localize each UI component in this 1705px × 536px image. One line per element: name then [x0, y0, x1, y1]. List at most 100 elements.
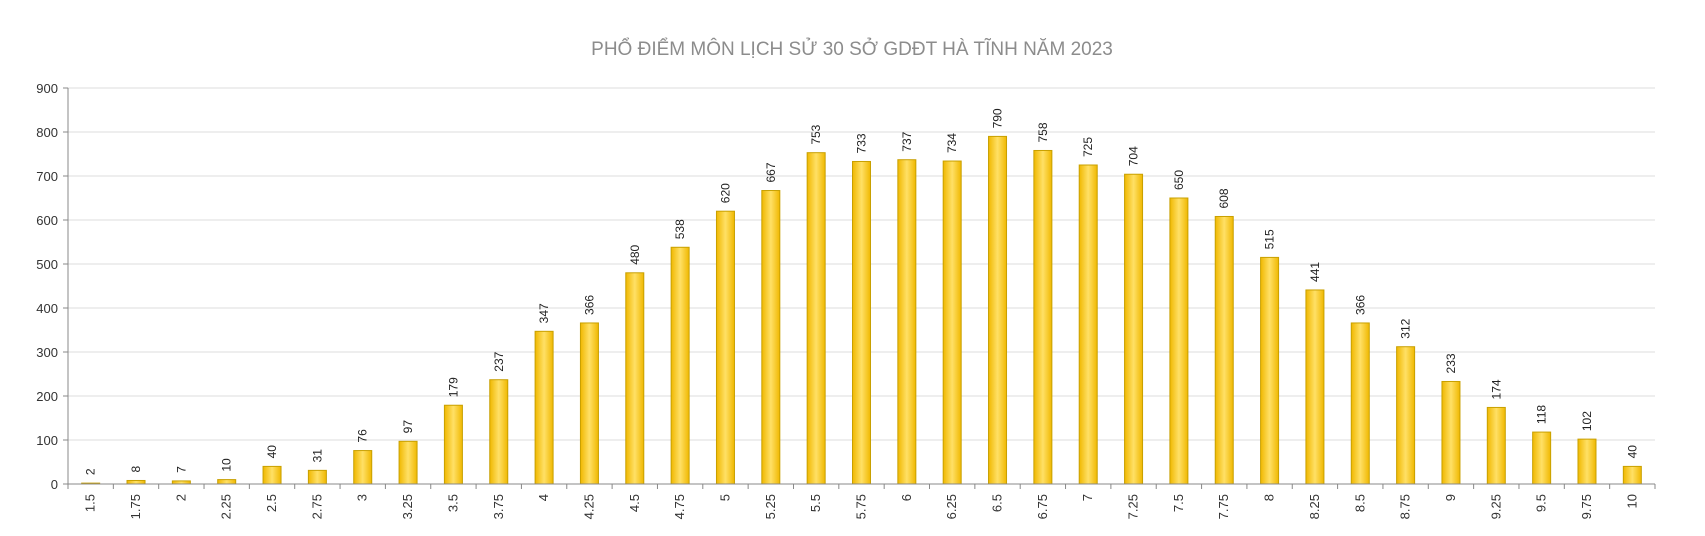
x-tick-label: 5.5 [808, 494, 823, 512]
bar [353, 450, 373, 485]
data-label: 40 [265, 445, 279, 459]
y-tick-label: 300 [36, 345, 58, 360]
data-label: 790 [991, 108, 1005, 128]
x-axis-ticks: 1.5 1.75 2 2.25 2.5 2.75 3 3.25 3.5 3.75 4 4.25 4.5 4… [67, 484, 1656, 519]
bar [217, 479, 237, 485]
data-label: 704 [1127, 146, 1141, 166]
data-label: 237 [492, 351, 506, 371]
data-label: 650 [1172, 170, 1186, 190]
data-label: 233 [1444, 353, 1458, 373]
data-label: 608 [1217, 188, 1231, 208]
data-label: 366 [1353, 295, 1367, 315]
bar [126, 479, 146, 485]
y-tick-label: 700 [36, 169, 58, 184]
y-axis-ticks: 0 100 200 300 400 500 600 700 800 900 [36, 81, 68, 492]
x-tick-label: 6.5 [990, 494, 1005, 512]
bar [670, 246, 690, 485]
x-tick-label: 3.25 [400, 494, 415, 519]
bar [715, 210, 735, 485]
x-tick-label: 4.5 [627, 494, 642, 512]
x-tick-label: 2 [173, 494, 188, 501]
y-tick-label: 500 [36, 257, 58, 272]
x-tick-label: 2.5 [264, 494, 279, 512]
bar [307, 469, 327, 485]
data-label: 667 [764, 162, 778, 182]
y-tick-label: 900 [36, 81, 58, 96]
x-tick-label: 7.75 [1216, 494, 1231, 519]
x-tick-label: 3.5 [445, 494, 460, 512]
data-label: 480 [628, 244, 642, 264]
data-label: 725 [1081, 137, 1095, 157]
bar [625, 272, 645, 485]
x-tick-label: 4.75 [672, 494, 687, 519]
bar [1078, 164, 1098, 485]
data-label: 40 [1625, 445, 1639, 459]
y-tick-label: 0 [51, 477, 58, 492]
x-tick-label: 5.25 [763, 494, 778, 519]
x-tick-label: 9.75 [1579, 494, 1594, 519]
data-label: 312 [1399, 318, 1413, 338]
bar [1033, 149, 1053, 485]
bar [1396, 346, 1416, 485]
data-label: 8 [129, 465, 143, 472]
bar [534, 330, 554, 485]
data-label: 102 [1580, 411, 1594, 431]
x-tick-label: 6.25 [944, 494, 959, 519]
data-label: 118 [1535, 405, 1549, 424]
x-tick-label: 1.5 [83, 494, 98, 512]
x-tick-label: 9.5 [1534, 494, 1549, 512]
x-tick-label: 5 [717, 494, 732, 501]
bar [262, 465, 282, 485]
data-label: 76 [356, 429, 370, 443]
data-label: 733 [855, 133, 869, 153]
data-label: 441 [1308, 262, 1322, 282]
bar [988, 135, 1008, 485]
bar [1260, 256, 1280, 485]
x-tick-label: 8.75 [1398, 494, 1413, 519]
bar [1622, 465, 1642, 485]
bar [489, 379, 509, 485]
x-tick-label: 4.25 [581, 494, 596, 519]
x-tick-label: 5.75 [854, 494, 869, 519]
data-label: 179 [446, 377, 460, 397]
y-tick-label: 400 [36, 301, 58, 316]
bar [1350, 322, 1370, 485]
data-label: 97 [401, 420, 415, 434]
x-tick-label: 6.75 [1035, 494, 1050, 519]
chart-title: PHỔ ĐIỂM MÔN LỊCH SỬ 30 SỞ GDĐT HÀ TĨNH … [591, 38, 1113, 60]
bar [1486, 406, 1506, 485]
x-tick-label: 9 [1443, 494, 1458, 501]
data-label: 758 [1036, 122, 1050, 142]
bar [1214, 215, 1234, 485]
y-tick-label: 100 [36, 433, 58, 448]
x-tick-label: 4 [536, 494, 551, 501]
bar [852, 160, 871, 485]
data-label: 31 [310, 449, 324, 463]
bar [806, 152, 826, 485]
data-label: 538 [673, 219, 687, 239]
x-tick-label: 7.25 [1126, 494, 1141, 519]
x-tick-label: 8 [1262, 494, 1277, 501]
bar [398, 440, 418, 485]
data-label: 753 [809, 124, 823, 144]
x-tick-label: 6 [899, 494, 914, 501]
data-label: 7 [174, 466, 188, 473]
x-tick-label: 2.75 [309, 494, 324, 519]
x-tick-label: 8.5 [1352, 494, 1367, 512]
bar [1441, 380, 1461, 485]
bar [897, 159, 917, 485]
y-tick-label: 800 [36, 125, 58, 140]
bar [761, 190, 781, 485]
x-tick-label: 3.75 [491, 494, 506, 519]
bar [1532, 431, 1552, 485]
x-tick-label: 7.5 [1171, 494, 1186, 512]
bar [579, 322, 599, 485]
y-tick-label: 600 [36, 213, 58, 228]
bar [443, 404, 463, 485]
data-label: 734 [945, 133, 959, 153]
x-tick-label: 7 [1080, 494, 1095, 501]
data-label: 174 [1489, 379, 1503, 399]
data-labels: 2 8 7 10 40 31 76 97 179 237 347 366 480 538 620 667 753… [84, 108, 1640, 475]
